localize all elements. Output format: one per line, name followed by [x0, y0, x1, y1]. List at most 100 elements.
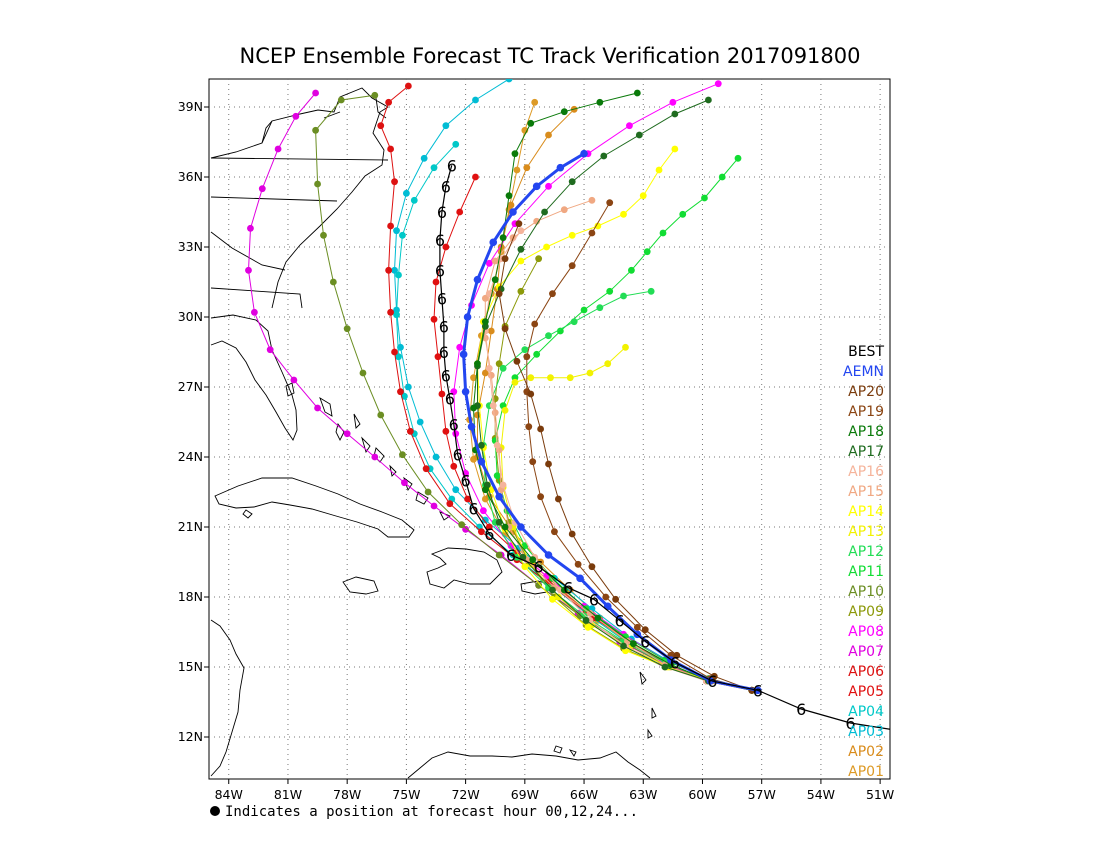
best-track-hurricane-icon: 6 [461, 471, 471, 490]
track-point-ap11 [718, 173, 726, 181]
track-point-ap17 [600, 152, 608, 160]
y-tick-label: 18N [178, 589, 203, 604]
track-point-ap11 [659, 229, 667, 237]
track-point-ap20 [612, 595, 620, 603]
track-point-ap14 [543, 243, 550, 251]
track-point-ap20 [568, 530, 576, 538]
track-point-ap01 [531, 98, 539, 106]
track-point-ap05 [430, 315, 438, 323]
track-point-ap02 [523, 164, 531, 172]
track-point-ap19 [525, 423, 533, 431]
track-point-ap18 [505, 192, 513, 200]
state-border-line [210, 287, 303, 309]
track-point-ap02 [545, 131, 552, 139]
track-point-ap12 [647, 287, 655, 295]
track-point-ap04 [395, 271, 402, 279]
track-point-ap14 [655, 166, 663, 174]
track-point-ap08 [626, 122, 633, 130]
track-point-ap19 [549, 290, 556, 298]
track-point-ap11 [643, 248, 651, 256]
track-point-ap19 [606, 199, 614, 207]
y-tick-label: 12N [178, 729, 203, 744]
legend-entry-ap07: AP07 [848, 644, 884, 660]
track-point-ap06 [478, 528, 485, 536]
legend-entry-ap12: AP12 [848, 544, 884, 560]
track-point-ap07 [462, 525, 470, 533]
track-point-ap13 [566, 374, 574, 382]
south-america-coastline [407, 751, 651, 779]
track-point-ap09 [517, 287, 525, 295]
track-point-ap05 [442, 427, 450, 435]
track-point-ap11 [606, 287, 614, 295]
track-point-ap05 [450, 462, 458, 470]
best-track-hurricane-icon: 6 [534, 558, 544, 577]
track-point-ap15 [481, 294, 489, 302]
track-point-ap19 [537, 493, 545, 501]
legend-entry-ap01: AP01 [848, 764, 884, 780]
track-point-ap18 [629, 640, 637, 648]
best-track-hurricane-icon: 6 [589, 590, 599, 609]
track-point-ap18 [594, 614, 602, 622]
track-point-aemn [580, 149, 588, 158]
track-point-ap17 [582, 616, 590, 624]
track-point-ap17 [620, 642, 627, 650]
track-point-ap17 [705, 96, 712, 104]
track-point-ap05 [442, 243, 450, 251]
lesser-antilles-island [639, 671, 647, 685]
track-line-ap14 [476, 148, 752, 691]
track-point-ap07 [343, 430, 351, 438]
track-point-ap02 [474, 411, 481, 419]
track-point-ap14 [549, 595, 556, 603]
track-point-ap17 [541, 208, 548, 216]
track-point-ap17 [478, 441, 485, 449]
track-point-aemn [459, 350, 468, 359]
best-track-hurricane-icon: 6 [614, 611, 624, 630]
track-point-aemn [461, 387, 470, 396]
track-point-ap15 [586, 609, 594, 617]
track-point-ap03 [393, 227, 400, 235]
track-point-aemn [463, 313, 472, 321]
track-point-ap17 [671, 110, 679, 118]
track-point-ap06 [387, 145, 394, 153]
track-point-ap03 [432, 453, 440, 461]
track-point-ap20 [554, 495, 562, 503]
track-point-aemn [517, 523, 525, 531]
track-point-ap16 [489, 402, 497, 410]
bahamas-island [319, 396, 333, 417]
track-point-ap20 [501, 255, 509, 263]
track-line-ap08 [453, 83, 752, 691]
track-point-aemn [544, 551, 553, 559]
track-point-ap07 [290, 376, 298, 384]
track-point-ap07 [258, 185, 266, 193]
track-point-ap16 [493, 441, 501, 449]
track-point-ap12 [570, 318, 578, 326]
track-point-ap05 [464, 495, 471, 503]
jamaica-coastline [342, 576, 379, 595]
legend-entry-ap11: AP11 [848, 564, 884, 580]
track-point-ap07 [251, 308, 258, 316]
coastlines [210, 87, 657, 779]
track-point-ap03 [420, 154, 428, 162]
track-point-aemn [576, 574, 584, 583]
track-point-ap04 [399, 231, 406, 239]
track-point-ap05 [434, 353, 442, 361]
track-point-ap13 [554, 593, 562, 601]
track-point-ap18 [596, 98, 604, 106]
track-point-ap03 [402, 189, 410, 197]
x-tick-label: 57W [748, 787, 776, 802]
track-point-ap16 [499, 481, 507, 489]
track-point-ap03 [505, 79, 513, 83]
best-track-hurricane-icon: 6 [441, 177, 451, 196]
track-point-ap07 [401, 479, 408, 487]
legend-entry-ap08: AP08 [848, 624, 884, 640]
track-point-ap15 [487, 371, 495, 379]
track-point-ap03 [472, 96, 479, 104]
track-point-ap03 [404, 383, 412, 391]
y-tick-label: 33N [178, 239, 203, 254]
track-point-ap15 [491, 257, 499, 265]
track-point-ap14 [620, 210, 627, 218]
track-point-ap03 [452, 486, 460, 494]
track-point-ap10 [312, 126, 319, 134]
footnote-text: Indicates a position at forecast hour 00… [225, 804, 638, 820]
legend-entry-ap05: AP05 [848, 684, 884, 700]
